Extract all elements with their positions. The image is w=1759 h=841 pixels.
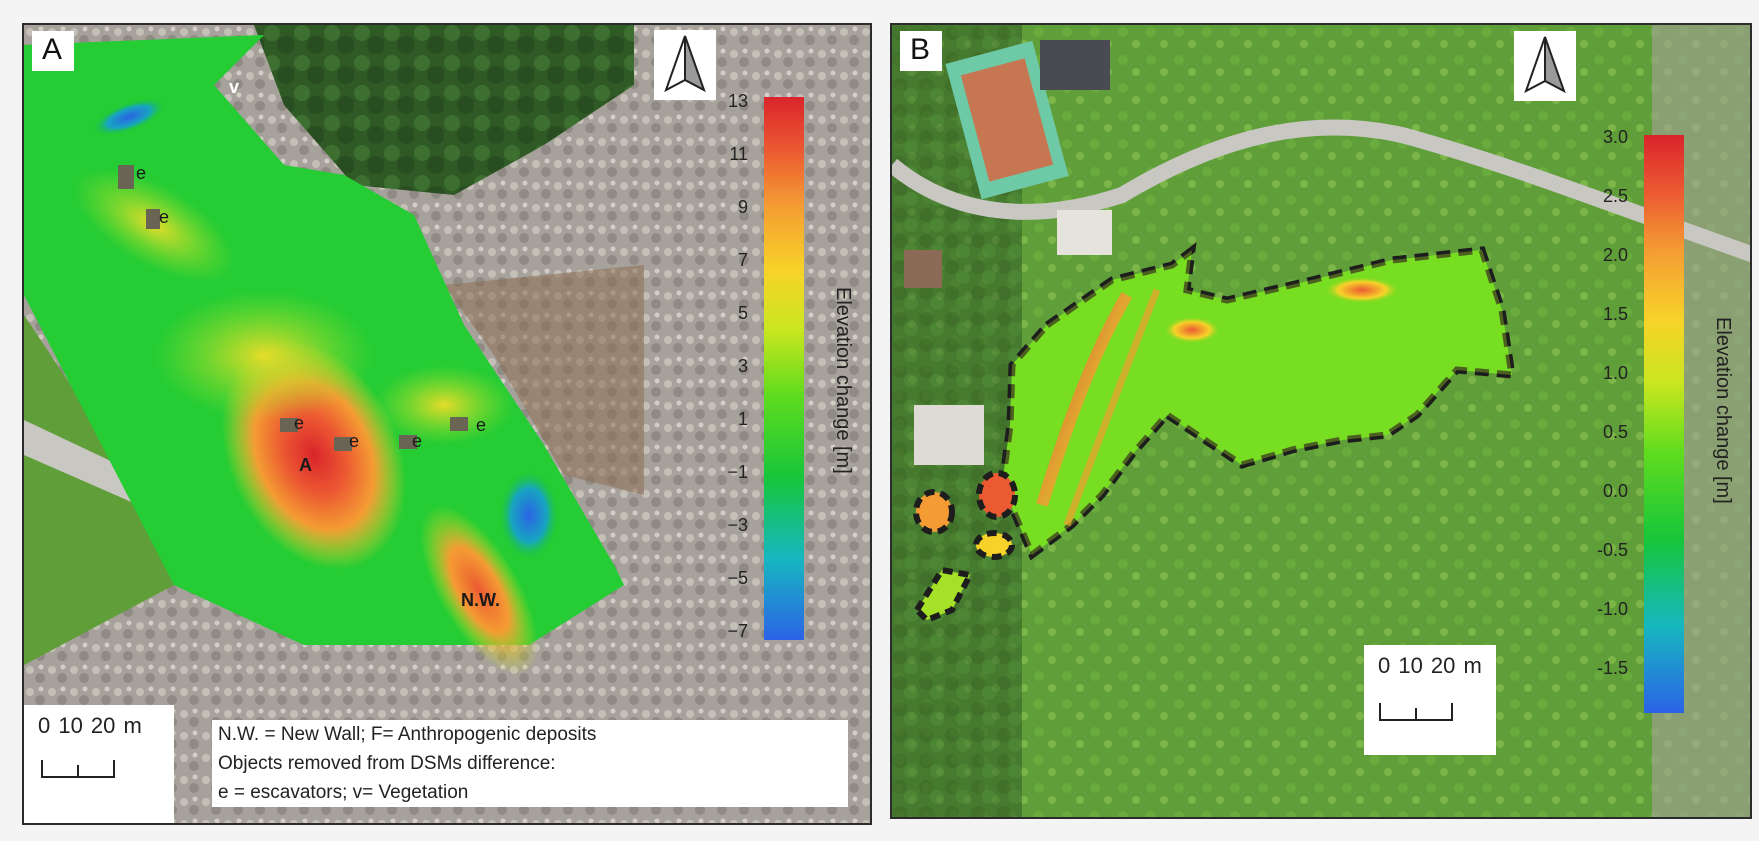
scale-bar-icon — [41, 760, 115, 778]
map-b-image — [892, 25, 1750, 817]
legend-tick: 1 — [737, 409, 748, 429]
legend-tick: -1.0 — [1596, 599, 1628, 619]
legend-tick: -0.5 — [1596, 540, 1628, 560]
vegetation-label: v — [229, 77, 240, 97]
scale-bar-label: 0 10 20 m — [1378, 653, 1482, 678]
legend-tick: 11 — [729, 144, 748, 164]
panel-b-letter: B — [900, 31, 943, 71]
escavator-label: e — [476, 415, 487, 435]
escavator-label: e — [412, 431, 423, 451]
scale-bar: 0 10 20 m — [1364, 645, 1496, 755]
legend-tick: 5 — [737, 303, 748, 323]
scale-bar-icon — [1379, 703, 1453, 721]
escavator-label: e — [136, 163, 147, 183]
legend-title: Elevation change [m] — [832, 287, 854, 474]
north-arrow-icon — [654, 30, 716, 100]
legend-tick: 0.0 — [1602, 481, 1628, 501]
panel-b: B 3.0 2.5 2.0 1.5 1.0 0.5 0.0 -0.5 -1.0 … — [890, 23, 1752, 819]
north-arrow-icon — [1514, 31, 1576, 101]
legend-tick: 3.0 — [1602, 127, 1628, 147]
legend-tick: −1 — [727, 462, 748, 482]
legend-tick: 0.5 — [1602, 422, 1628, 442]
legend-tick: −7 — [727, 621, 748, 641]
panel-a-letter: A — [32, 31, 75, 71]
area-a-label: A — [299, 455, 312, 475]
elevation-color-scale — [764, 97, 804, 640]
caption-line: N.W. = New Wall; F= Anthropogenic deposi… — [218, 724, 597, 745]
legend-tick: 13 — [727, 91, 748, 111]
map-caption: N.W. = New Wall; F= Anthropogenic deposi… — [212, 720, 848, 807]
legend-tick: 1.0 — [1602, 363, 1628, 383]
legend-tick: -1.5 — [1596, 658, 1628, 678]
legend-tick: 7 — [737, 250, 748, 270]
escavator-label: e — [159, 207, 170, 227]
legend-tick: −5 — [727, 568, 748, 588]
scale-bar-label: 0 10 20 m — [38, 713, 142, 738]
map-a-image — [24, 25, 870, 823]
legend-tick: 3 — [737, 356, 748, 376]
panel-a: A e e e e e e v A N.W. 13 11 9 7 5 3 1 −… — [22, 23, 872, 825]
caption-line: e = escavators; v= Vegetation — [218, 782, 469, 803]
caption-line: Objects removed from DSMs difference: — [218, 753, 556, 774]
scale-bar: 0 10 20 m — [24, 705, 174, 823]
legend-tick: 1.5 — [1602, 304, 1628, 324]
legend-tick: 2.0 — [1602, 245, 1628, 265]
escavator-label: e — [349, 431, 360, 451]
elevation-color-scale — [1644, 135, 1684, 713]
legend-tick: 9 — [737, 197, 748, 217]
new-wall-label: N.W. — [461, 590, 500, 610]
escavator-label: e — [294, 413, 305, 433]
legend-title: Elevation change [m] — [1712, 317, 1734, 504]
legend-tick: −3 — [727, 515, 748, 535]
legend-tick: 2.5 — [1602, 186, 1628, 206]
